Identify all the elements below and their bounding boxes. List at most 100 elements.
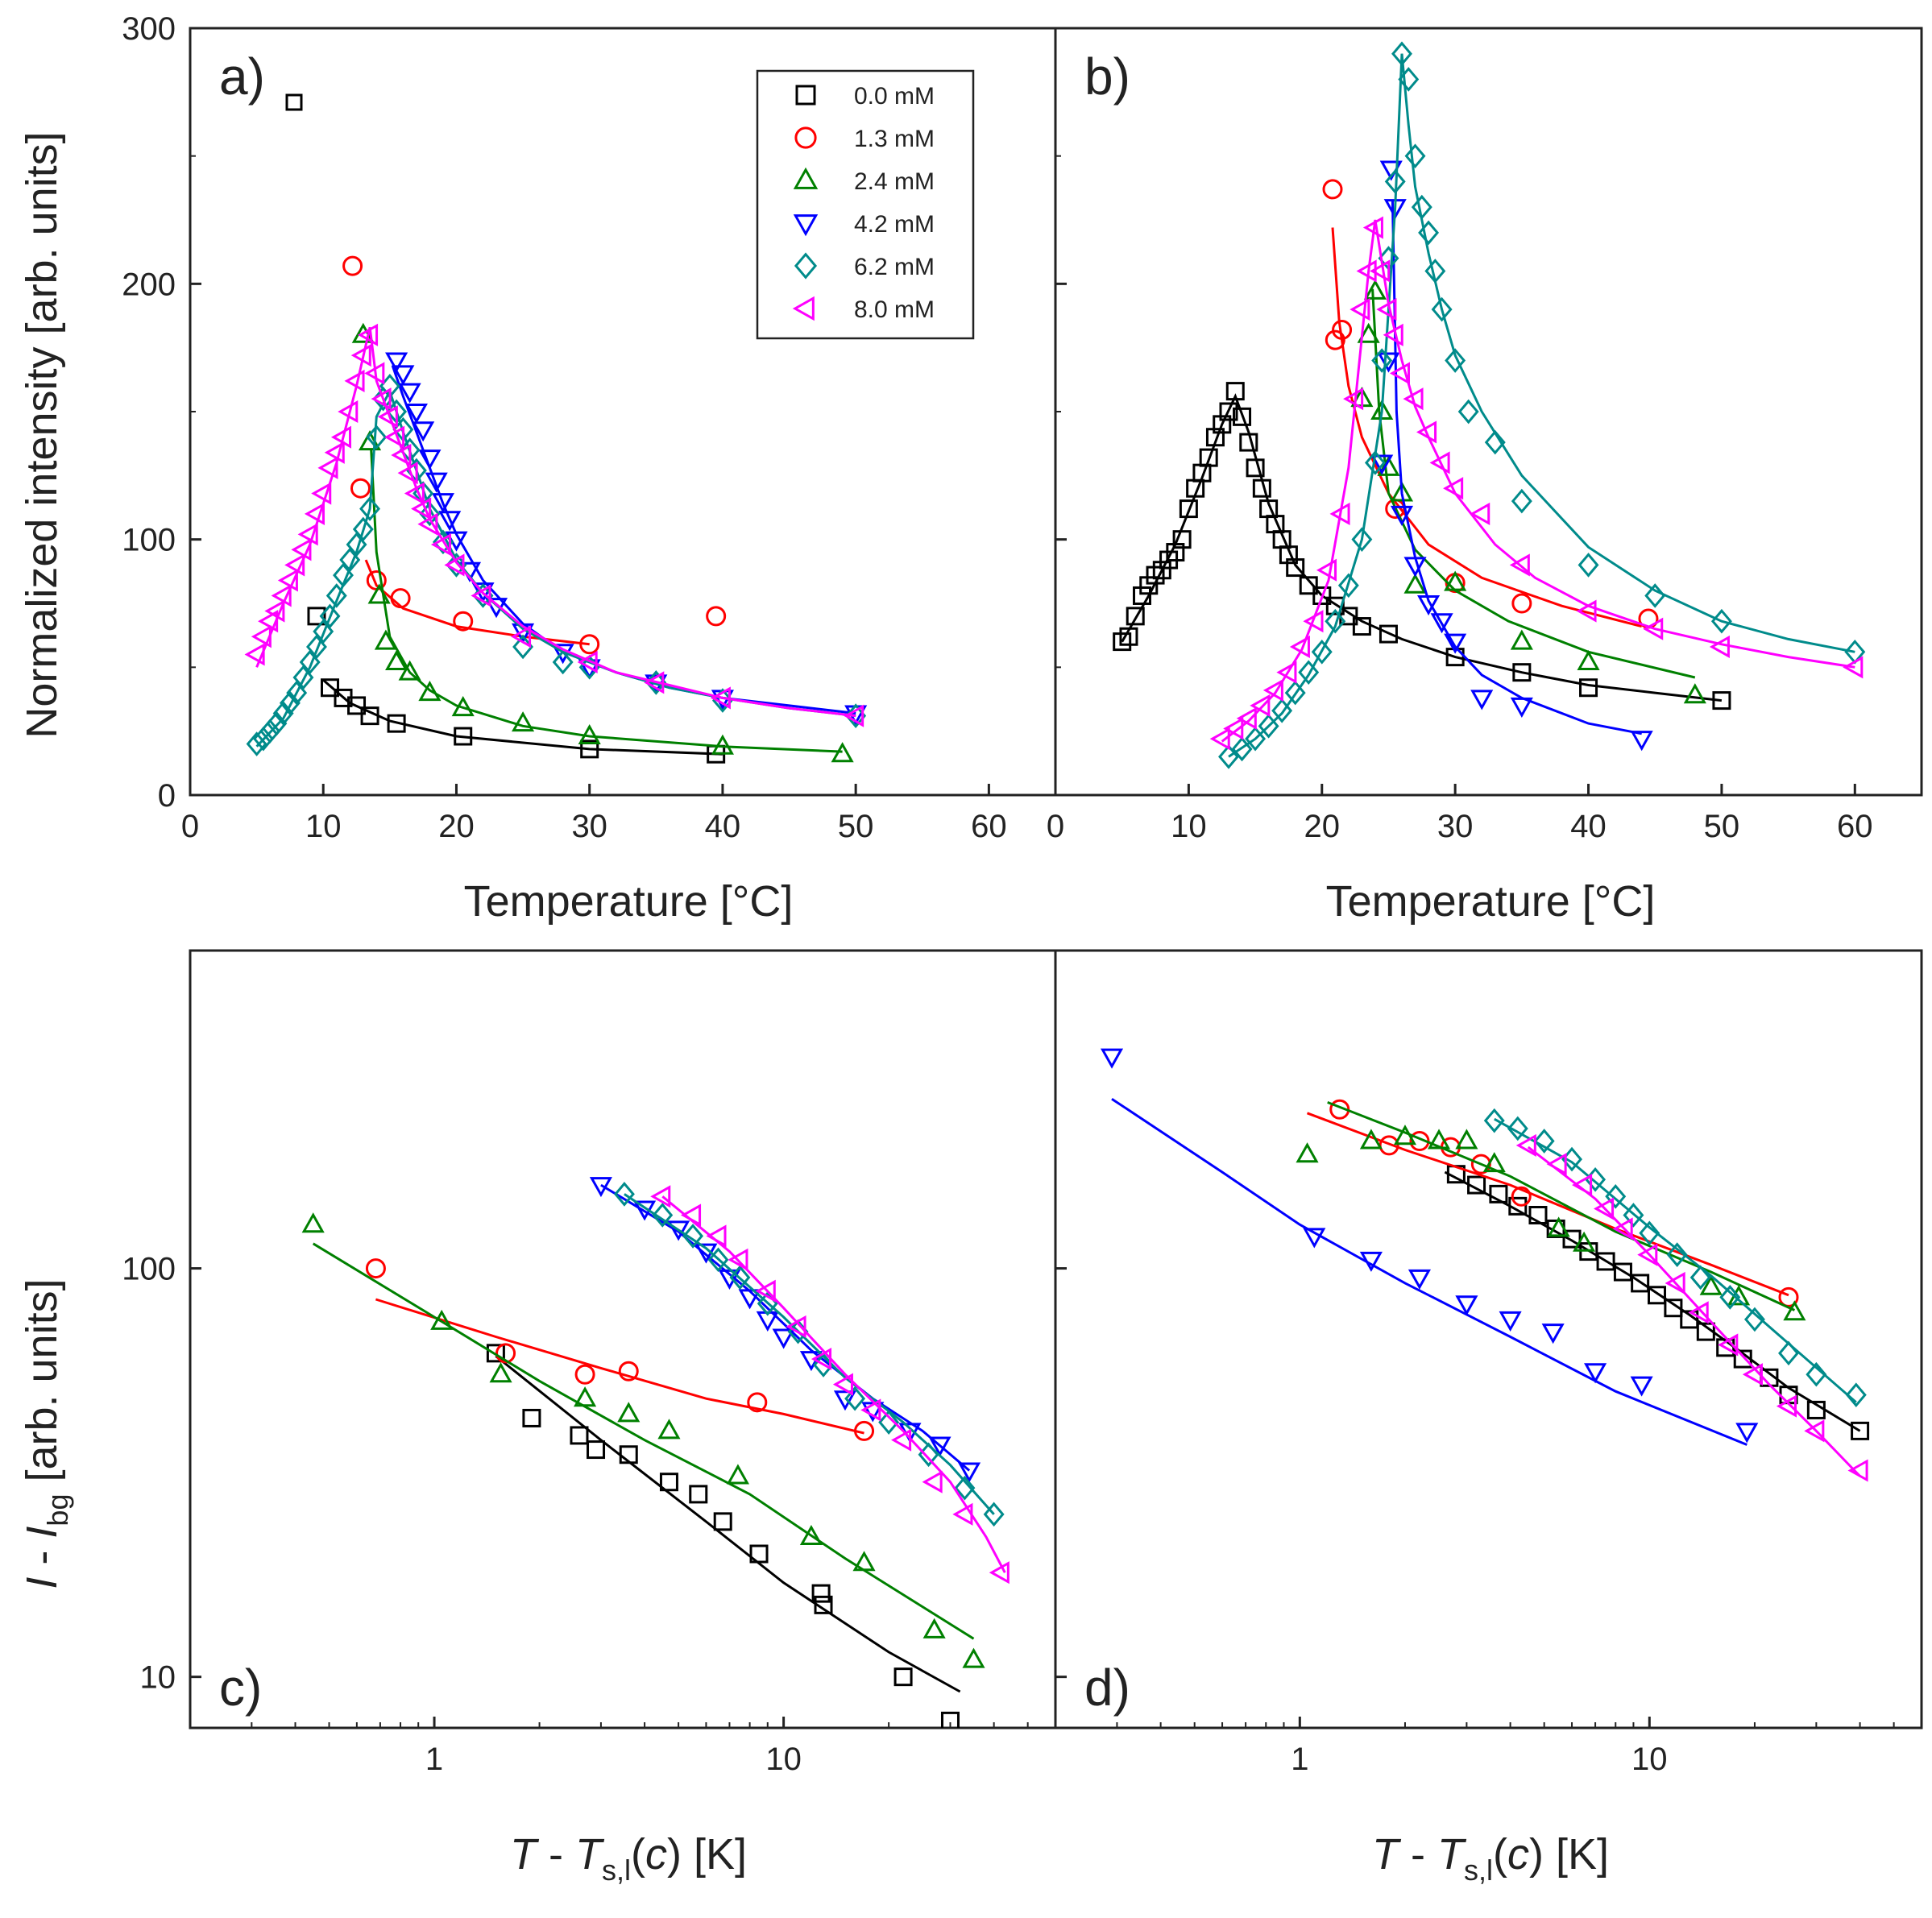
data-point [430,532,451,557]
data-point [1146,565,1165,585]
data-point [1250,694,1271,717]
data-point [1383,323,1403,346]
data-point [438,511,462,532]
fit-line [1327,1101,1796,1311]
data-point [411,497,432,520]
data-point [1507,1116,1528,1141]
data-point [244,643,265,666]
data-point [1457,399,1479,425]
data-point [1623,1203,1644,1228]
x-tick-label: 20 [438,809,475,844]
data-point [1528,1205,1548,1224]
fit-line [624,1193,995,1515]
data-point [425,472,448,493]
data-point [1467,1175,1486,1195]
data-point [1584,1363,1607,1384]
panel-d: 1 10 d) [1054,949,1923,1777]
data-point [1699,1274,1723,1295]
data-point [1572,1174,1593,1197]
data-point [1612,1217,1633,1241]
data-point [682,1224,704,1249]
data-point [342,255,363,276]
data-point [350,344,371,367]
series-4-2-mM [589,1177,981,1483]
data-point [398,383,421,404]
panel-letter: b) [1084,48,1130,106]
data-point [1213,415,1232,434]
fit-line [495,1355,961,1693]
data-point [319,603,341,629]
data-point [417,512,438,536]
series-4-2-mM [1100,1048,1759,1446]
data-point [1489,1184,1508,1203]
data-point [1298,660,1320,686]
x-tick-label: 20 [1304,809,1341,844]
data-point [1804,1419,1825,1443]
data-point [1806,1400,1826,1419]
legend: 0.0 mM 1.3 mM 2.4 mM 4.2 mM 6.2 mM 8.0 mM [756,69,975,340]
fit-line [600,1183,971,1472]
data-point [1484,429,1506,455]
data-point [1845,1382,1867,1407]
data-point [799,1524,823,1546]
data-point [922,1470,943,1493]
data-point [1179,499,1198,519]
data-point [391,443,412,467]
data-point [1299,576,1318,595]
panel-c: 1 10 10 100 c) [122,949,1057,1777]
data-point [367,583,391,604]
data-point [1172,530,1192,549]
plot-area [1113,41,1866,769]
data-point [350,478,371,499]
data-point [1403,573,1427,594]
fit-line [1444,1170,1861,1432]
data-point [1596,1252,1615,1271]
legend-label: 1.3 mM [854,126,935,152]
series-2-4-mM [301,1212,985,1668]
data-point [258,610,279,633]
data-point [1371,348,1393,373]
data-point [667,1220,690,1241]
data-point [1709,635,1730,659]
data-point [1403,387,1424,411]
data-point [307,607,326,626]
legend-marker [793,214,819,237]
data-point [1312,586,1332,605]
data-point [1541,1324,1565,1344]
series-8-0-mM [1515,1133,1868,1482]
data-point [983,1502,1005,1527]
data-point [385,352,408,373]
legend-marker [795,85,816,106]
data-point [1613,1262,1632,1282]
data-point [644,671,665,694]
fit-line [364,559,590,646]
fit-line [1221,219,1855,743]
data-point [1384,169,1406,194]
fit-line [312,1242,975,1640]
data-point [1508,1196,1528,1216]
data-point [1511,1186,1532,1207]
panel-letter: a) [219,48,265,106]
panel-letter: d) [1084,1659,1130,1717]
series-0-0-mM [1444,1165,1870,1440]
legend-label: 0.0 mM [854,83,935,110]
data-point [286,680,308,706]
data-point [832,1373,853,1396]
data-point [1252,478,1271,498]
data-point [659,1473,678,1492]
data-point [1444,633,1467,654]
data-point [1683,683,1706,704]
data-point [404,482,425,505]
data-point [333,562,354,588]
data-point [374,629,397,650]
data-point [713,1512,732,1531]
data-point [940,1711,960,1728]
data-point [1648,1286,1667,1305]
data-point [384,425,405,449]
data-point [1688,1301,1709,1324]
data-point [1393,1125,1417,1145]
data-point [398,660,421,681]
data-point [1139,576,1159,595]
data-point [1778,1286,1799,1307]
